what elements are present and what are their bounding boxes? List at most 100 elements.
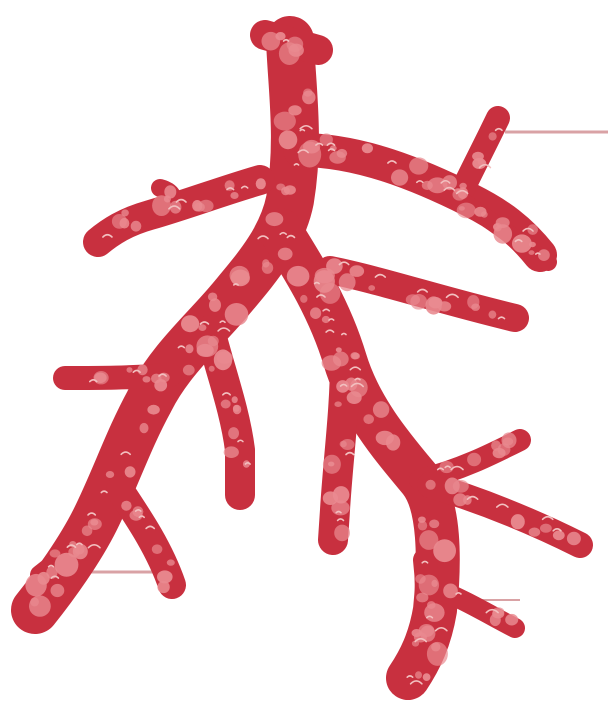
coral-spot [322, 454, 341, 474]
coral-speckle [132, 369, 141, 373]
coral-spot [321, 315, 330, 324]
coral-spot [232, 404, 240, 412]
coral-spot [49, 549, 61, 558]
coral-spot [319, 133, 333, 146]
coral-spot [391, 169, 409, 186]
coral-speckle [339, 383, 348, 387]
coral-speckle [466, 495, 479, 500]
coral-spot [276, 183, 286, 191]
coral-spot [50, 583, 65, 598]
coral-speckle [522, 227, 534, 232]
coral-speckle [297, 149, 309, 154]
coral-speckle [552, 528, 562, 532]
coral-spot [334, 524, 350, 542]
coral-speckle [222, 392, 231, 396]
coral-spot [273, 111, 296, 131]
coral-speckle [338, 261, 350, 266]
coral-spot [151, 544, 163, 554]
coral-speckle [299, 128, 306, 132]
coral-spot [300, 294, 308, 303]
coral-spot [196, 343, 214, 357]
coral-spot [372, 401, 390, 418]
coral-spot [185, 344, 194, 354]
coral-spot [303, 139, 321, 154]
coral-speckle [349, 366, 362, 371]
coral-spot [164, 185, 177, 199]
coral-spot [182, 364, 195, 376]
coral-spot [37, 571, 50, 585]
coral-spot [363, 414, 375, 425]
coral-speckle [315, 142, 324, 146]
coral-speckle [450, 465, 464, 471]
coral-spot [368, 285, 376, 291]
coral-speckle [87, 544, 101, 549]
coral-spot [409, 157, 429, 175]
coral-spot [427, 601, 436, 609]
coral-spot [428, 297, 443, 309]
coral-branch [398, 548, 439, 692]
coral-spot [528, 250, 535, 255]
coral-spot [340, 439, 355, 450]
coral-speckle [345, 451, 355, 456]
coral-speckle [282, 38, 290, 42]
coral-speckle [226, 187, 235, 191]
coral-spot [510, 514, 525, 530]
coral-spot [198, 324, 207, 331]
coral-speckle [75, 542, 83, 546]
coral-speckle [514, 239, 523, 243]
coral-spot [261, 261, 274, 274]
coral-speckle [421, 560, 429, 564]
coral-speckle [414, 637, 427, 643]
coral-speckle [445, 293, 459, 299]
coral-speckle [286, 234, 296, 239]
coral-speckle [354, 377, 361, 381]
coral-speckle [440, 179, 451, 184]
coral-speckle [326, 142, 336, 146]
coral-spot [411, 640, 420, 647]
coral-spot [426, 641, 448, 666]
coral-spot [458, 206, 465, 211]
coral-spot [126, 367, 133, 373]
coral-spot [415, 671, 422, 679]
coral-speckle [158, 373, 167, 377]
coral-speckle [293, 163, 300, 166]
coral-spot [326, 258, 343, 274]
coral-spot [338, 273, 356, 292]
coral-speckle [134, 509, 142, 512]
coral-speckle [313, 281, 320, 285]
coral-spot [288, 43, 304, 57]
coral-speckle [316, 294, 326, 298]
coral-spot [336, 380, 350, 393]
coral-spot [331, 500, 350, 516]
coral-spot [121, 500, 132, 511]
coral-spot [346, 391, 362, 404]
coral-spot [157, 570, 173, 584]
coral-spot [415, 574, 426, 584]
coral-spot [54, 552, 79, 577]
coral-speckle [237, 439, 244, 443]
coral-speckle [497, 316, 506, 320]
coral-spot [198, 199, 214, 213]
coral-branch [11, 16, 319, 634]
coral-speckle [177, 345, 186, 349]
coral-spot [453, 493, 467, 507]
coral-spot [94, 372, 107, 384]
coral-spot [139, 422, 149, 434]
coral-speckle [444, 465, 451, 469]
coral-spot [224, 303, 249, 326]
coral-spot [209, 298, 221, 312]
coral-spot [332, 351, 349, 367]
coral-speckle [416, 288, 428, 293]
coral-spot [472, 158, 487, 169]
coral-spot [124, 466, 136, 478]
coral-spot [429, 519, 440, 529]
coral-speckle [341, 332, 347, 336]
coral-speckle [443, 186, 456, 191]
coral-spot [288, 105, 302, 116]
coral-spot [405, 294, 420, 306]
coral-speckle [299, 124, 313, 130]
coral-speckle [102, 233, 113, 238]
coral-speckle [47, 564, 55, 568]
